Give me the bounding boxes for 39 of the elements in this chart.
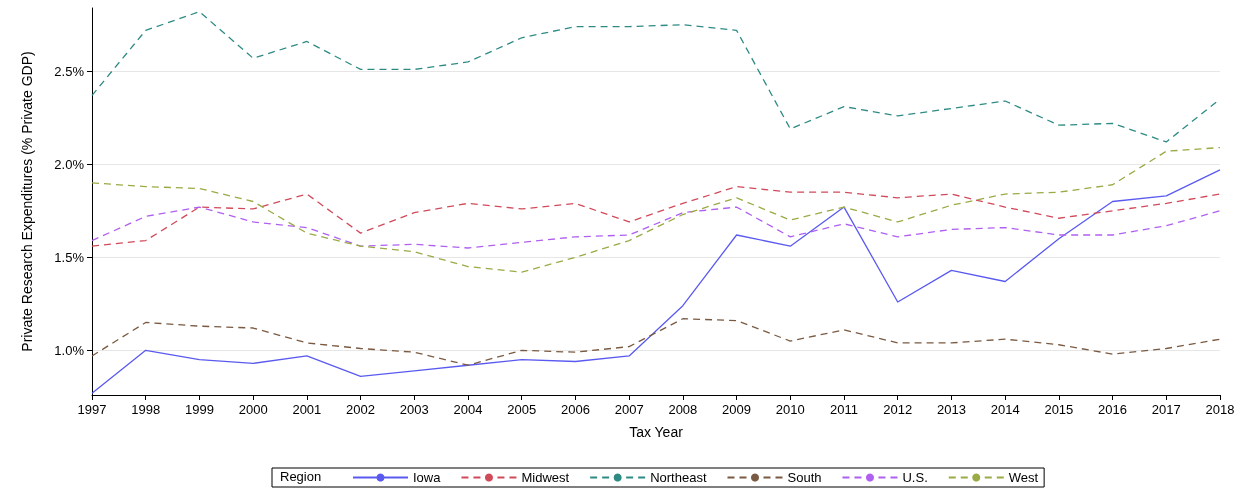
y-tick-label: 2.0% xyxy=(54,156,85,172)
line-series xyxy=(91,206,1221,249)
line-series xyxy=(91,146,1221,273)
x-tick-label: 1997 xyxy=(77,402,107,417)
y-tick-label: 2.5% xyxy=(54,63,85,79)
x-tick-label: 2011 xyxy=(830,402,858,417)
x-tick-label: 2014 xyxy=(990,402,1020,417)
legend-label: Midwest xyxy=(521,470,570,485)
x-tick-label: 2003 xyxy=(399,402,429,417)
x-tick-label: 2008 xyxy=(668,402,698,417)
y-tick-label: 1.5% xyxy=(54,249,85,265)
legend-label: Iowa xyxy=(413,470,442,485)
x-tick-label: 2018 xyxy=(1205,402,1235,417)
legend-label: West xyxy=(1008,470,1039,485)
x-tick-label: 2013 xyxy=(936,402,966,417)
x-tick-label: 2015 xyxy=(1044,402,1074,417)
line-series xyxy=(91,318,1221,366)
x-tick-label: 2005 xyxy=(507,402,537,417)
x-tick-label: 2004 xyxy=(453,402,483,417)
x-tick-label: 2016 xyxy=(1098,402,1128,417)
x-tick-label: 2002 xyxy=(346,402,376,417)
x-tick-label: 2000 xyxy=(238,402,268,417)
x-tick-label: 1999 xyxy=(184,402,214,417)
x-tick-label: 2006 xyxy=(560,402,590,417)
legend-label: South xyxy=(787,470,822,485)
x-tick-label: 2007 xyxy=(614,402,644,417)
x-axis-title: Tax Year xyxy=(629,424,684,440)
line-series xyxy=(91,185,1221,247)
x-tick-label: 2012 xyxy=(883,402,913,417)
legend-label: U.S. xyxy=(902,470,928,485)
y-axis-title: Private Research Expenditures (% Private GDP) xyxy=(19,51,35,352)
legend-label: Northeast xyxy=(650,470,707,485)
x-tick-label: 2009 xyxy=(722,402,752,417)
legend-title: Region xyxy=(280,469,322,484)
x-tick-label: 1998 xyxy=(131,402,161,417)
x-tick-label: 2017 xyxy=(1151,402,1181,417)
x-tick-label: 2001 xyxy=(292,402,322,417)
y-tick-label: 1.0% xyxy=(54,342,85,358)
x-tick-label: 2010 xyxy=(775,402,805,417)
